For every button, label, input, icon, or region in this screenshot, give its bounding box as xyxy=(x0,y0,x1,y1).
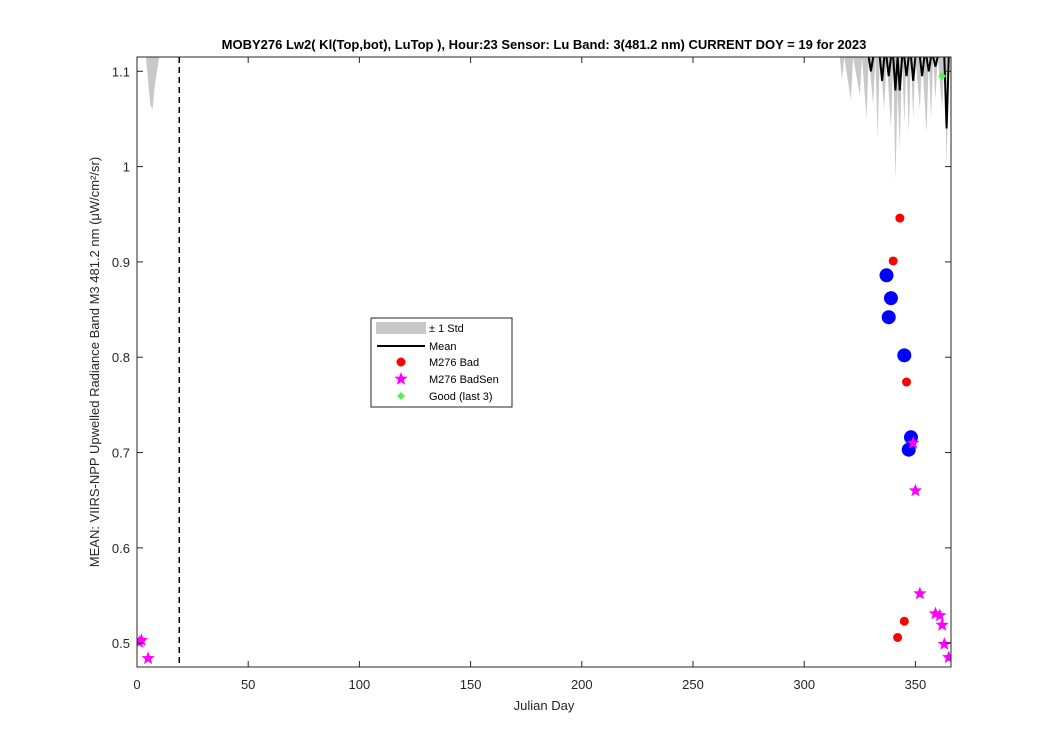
legend-label-std: ± 1 Std xyxy=(429,323,464,335)
plot-frame xyxy=(136,56,952,668)
bad-point xyxy=(902,377,912,387)
mean-line-segment xyxy=(903,57,910,77)
legend-marker-bad xyxy=(396,357,406,367)
y-tick-label: 0.9 xyxy=(112,255,130,270)
badsen-point xyxy=(928,606,943,620)
legend-label-bad: M276 Bad xyxy=(429,357,479,369)
x-axis-label: Julian Day xyxy=(514,698,575,713)
mean-line-segment xyxy=(918,57,926,77)
std-band-left xyxy=(139,57,160,110)
x-tick-label: 50 xyxy=(241,677,255,692)
legend-marker-good xyxy=(397,392,405,400)
mean-line-segment xyxy=(885,57,892,77)
y-tick-label: 1.1 xyxy=(112,64,130,79)
axes: 0 50 100 150 200 250 300 350 0.5 0.6 0.7 0.8 0.9 1 1.1 xyxy=(112,57,951,692)
x-tick-label: 100 xyxy=(349,677,371,692)
badsen-point xyxy=(933,608,947,622)
data-point xyxy=(881,310,896,325)
mean-line-segment xyxy=(867,57,875,72)
legend-swatch-std xyxy=(376,322,426,334)
bad-point xyxy=(893,632,903,642)
mean-line-segment xyxy=(878,57,886,81)
legend-label-badsen: M276 BadSen xyxy=(429,374,499,386)
legend-star-shape xyxy=(394,372,408,385)
x-tick-label: 250 xyxy=(682,677,704,692)
legend: ± 1 Std Mean M276 Bad M276 BadSen Good (… xyxy=(370,317,513,408)
y-tick-label: 0.7 xyxy=(112,446,130,461)
x-tick-label: 350 xyxy=(905,677,927,692)
legend-marker-badsen xyxy=(394,372,408,385)
y-tick-label: 0.8 xyxy=(112,350,130,365)
data-point xyxy=(883,291,898,306)
mean-line-segment xyxy=(932,57,939,67)
data-point xyxy=(879,268,894,283)
std-band-right xyxy=(839,57,949,181)
data-point xyxy=(897,348,912,363)
badsen-point xyxy=(942,650,951,664)
badsen-point xyxy=(906,436,920,449)
plot-area xyxy=(137,57,951,667)
y-tick-label: 0.5 xyxy=(112,636,130,651)
good-point xyxy=(938,72,947,81)
chart-title: MOBY276 Lw2( Kl(Top,bot), LuTop ), Hour:… xyxy=(222,37,867,52)
mean-line-segment xyxy=(925,57,932,72)
y-axis-label: MEAN: VIIRS-NPP Upwelled Radiance Band M… xyxy=(87,157,102,567)
x-tick-label: 0 xyxy=(133,677,140,692)
y-tick-label: 1 xyxy=(123,160,130,175)
bad-point xyxy=(899,616,909,626)
badsen-point xyxy=(141,651,155,665)
badsen-point xyxy=(908,483,923,497)
legend-label-mean: Mean xyxy=(429,341,457,353)
badsen-point xyxy=(935,618,949,631)
x-tick-label: 200 xyxy=(571,677,593,692)
mean-line-segment xyxy=(943,57,950,129)
bad-point xyxy=(895,213,905,223)
x-tick-label: 300 xyxy=(793,677,815,692)
mean-line-segment xyxy=(892,57,904,91)
y-tick-label: 0.6 xyxy=(112,541,130,556)
legend-label-good: Good (last 3) xyxy=(429,391,493,403)
x-tick-label: 150 xyxy=(460,677,482,692)
mean-line-segment xyxy=(910,57,917,81)
badsen-point xyxy=(913,586,927,600)
badsen-point xyxy=(937,637,951,650)
bad-point xyxy=(888,256,898,266)
